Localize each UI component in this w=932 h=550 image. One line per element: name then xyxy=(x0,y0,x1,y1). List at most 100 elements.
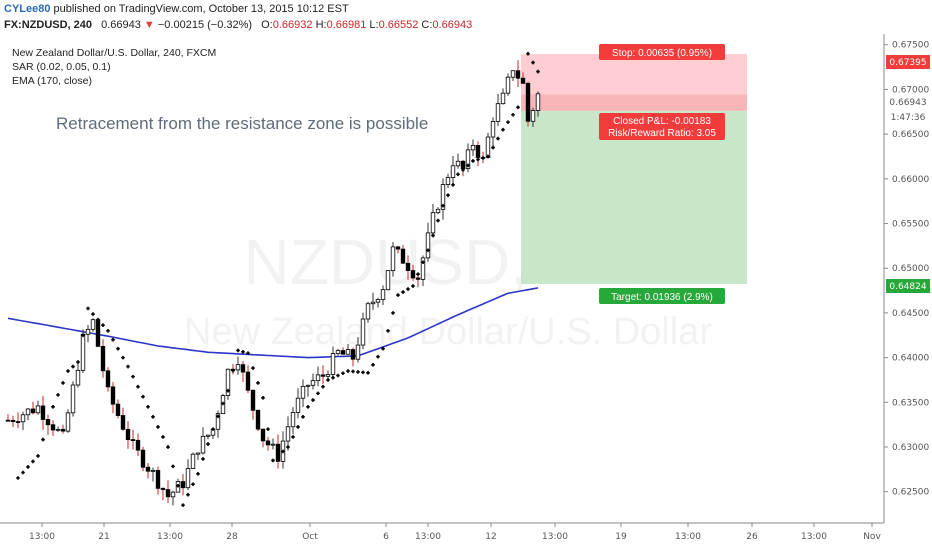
price-tick-label: 0.64000 xyxy=(892,354,929,364)
chart-legend: New Zealand Dollar/U.S. Dollar, 240, FXC… xyxy=(12,47,216,87)
sar-dot xyxy=(366,371,370,375)
realized-loss-zone xyxy=(521,94,747,111)
sar-dot xyxy=(31,459,35,464)
candle-body xyxy=(115,403,121,416)
sar-dot xyxy=(521,78,525,83)
countdown-tag xyxy=(886,110,930,123)
sar-dot xyxy=(71,364,75,369)
sar-dot xyxy=(26,465,30,469)
price-change: −0.00215 (−0.32%) xyxy=(157,19,253,31)
target-label-box xyxy=(599,288,725,304)
candle-body xyxy=(160,487,166,490)
sar-dot xyxy=(291,435,295,439)
axes: 0.67500 0.67000 0.66500 0.66000 0.65500 0.650… xyxy=(0,34,929,542)
sar-dot xyxy=(261,396,265,400)
candle-body xyxy=(80,333,86,371)
candle-body xyxy=(200,435,206,454)
price-tick-label: 0.63500 xyxy=(892,398,929,408)
sar-dot xyxy=(126,364,130,369)
sar-dot xyxy=(91,312,95,316)
candle-body xyxy=(530,110,536,122)
sar-dot xyxy=(341,371,345,376)
sar-dot xyxy=(206,442,210,446)
sar-dot xyxy=(536,69,540,74)
sar-dot xyxy=(241,350,245,354)
time-tick-label: 13:00 xyxy=(675,532,701,542)
sar-dot xyxy=(66,369,70,373)
candle-body xyxy=(120,415,126,430)
candle-body xyxy=(95,319,101,347)
price-tick-label: 0.66000 xyxy=(892,175,929,185)
price-tick-label: 0.62500 xyxy=(892,488,929,498)
sar-dot xyxy=(196,472,200,476)
sar-dot xyxy=(246,351,250,355)
sar-dot xyxy=(16,476,20,480)
candle-body xyxy=(5,419,11,422)
candle-body xyxy=(510,70,516,78)
close-label: C: xyxy=(421,19,433,31)
sar-dot xyxy=(516,105,520,110)
sar-dot xyxy=(156,425,160,429)
candle-body xyxy=(40,405,46,420)
sar-dot xyxy=(81,333,85,338)
sar-dot xyxy=(406,287,410,291)
candle-body xyxy=(105,370,111,388)
candle-body xyxy=(110,386,116,405)
sar-dot xyxy=(376,354,380,359)
open-label: O: xyxy=(261,19,273,31)
sar-dot xyxy=(496,136,500,141)
sar-dot xyxy=(346,369,350,373)
candle-body xyxy=(460,160,466,170)
time-tick-label: 19 xyxy=(615,532,627,542)
candle-body xyxy=(245,371,251,391)
sar-dot xyxy=(256,381,260,385)
candle-body xyxy=(155,470,161,489)
symbol-label: FX:NZDUSD, 240 xyxy=(4,19,93,31)
candle-body xyxy=(15,421,21,424)
candle-body xyxy=(490,120,496,138)
sar-dot xyxy=(326,378,330,382)
candle-body xyxy=(485,136,491,158)
candle-body xyxy=(75,369,81,386)
price-tick-label: 0.65000 xyxy=(892,264,929,274)
candle-body xyxy=(215,413,221,430)
candle-body xyxy=(395,246,401,250)
legend-sar[interactable]: SAR (0.02, 0.05, 0.1) xyxy=(12,61,111,73)
candle-body xyxy=(455,160,461,167)
sar-dot xyxy=(396,293,400,297)
candle-body xyxy=(150,470,156,472)
sar-dot xyxy=(416,272,420,276)
price-chart[interactable]: NZDUSD, 240 New Zealand Dollar/U.S. Doll… xyxy=(0,34,932,550)
sar-dot xyxy=(466,163,470,168)
candle-body xyxy=(505,76,511,94)
sar-dot xyxy=(76,360,80,364)
sar-dot xyxy=(526,51,530,56)
sar-dot xyxy=(486,154,490,159)
sar-dot xyxy=(191,482,195,487)
candle-body xyxy=(445,177,451,185)
sar-dot xyxy=(226,388,230,393)
stop-label-box xyxy=(599,44,725,60)
author-link[interactable]: CYLee80 xyxy=(4,3,51,15)
candle-body xyxy=(85,328,91,335)
analysis-note: Retracement from the resistance zone is … xyxy=(56,114,428,133)
sar-dot xyxy=(251,366,255,370)
sar-dot xyxy=(181,503,185,507)
sar-dot xyxy=(506,120,510,125)
candle-body xyxy=(70,384,76,414)
candle-body xyxy=(250,389,256,411)
candle-body xyxy=(515,70,521,79)
sar-dot xyxy=(36,454,40,458)
parabolic-sar-dots xyxy=(16,51,540,507)
low-label: L: xyxy=(369,19,379,31)
legend-ema[interactable]: EMA (170, close) xyxy=(12,75,92,87)
long-position-tool[interactable] xyxy=(521,54,747,284)
candle-body xyxy=(295,397,301,413)
sar-dot xyxy=(116,346,120,351)
candle-body xyxy=(330,353,336,375)
sar-dot xyxy=(391,311,395,315)
price-scale-tags: 0.67395 0.66943 1:47:36 0.64824 xyxy=(886,55,930,293)
price-tick-label: 0.63000 xyxy=(892,443,929,453)
sar-dot xyxy=(531,60,535,65)
sar-dot xyxy=(501,127,505,132)
